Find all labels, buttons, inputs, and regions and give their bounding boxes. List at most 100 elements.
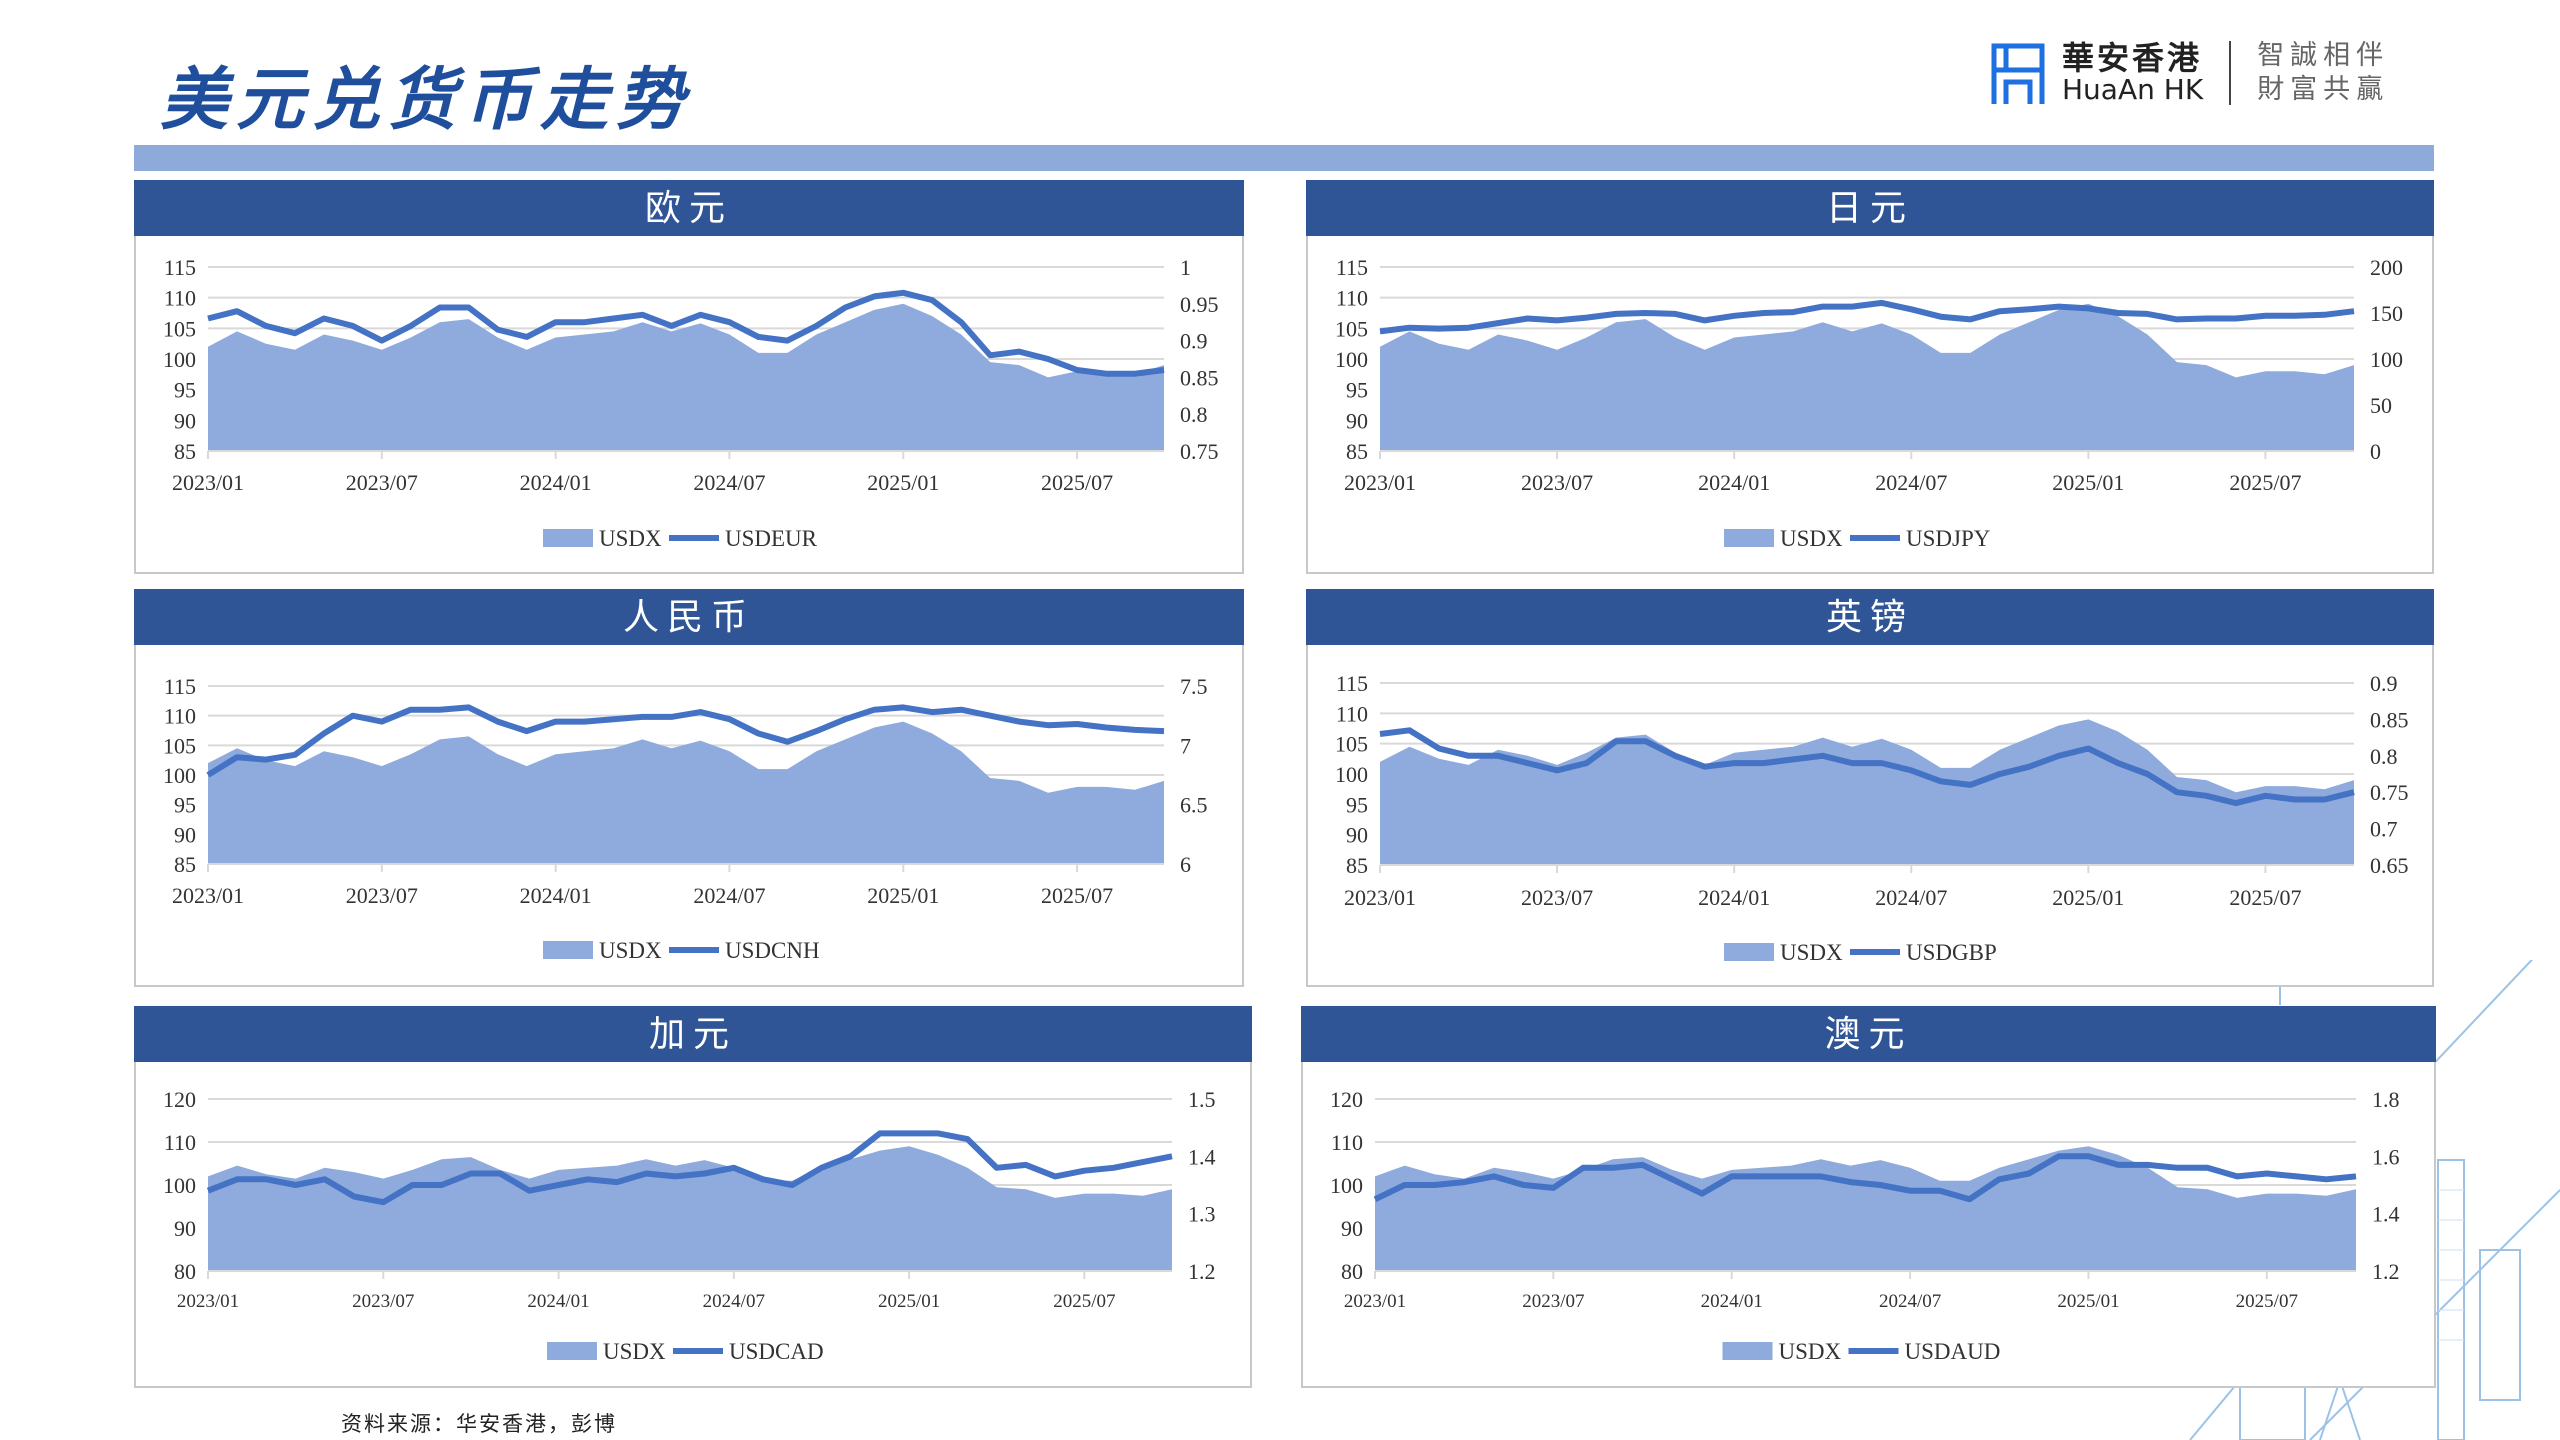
series-line-usdcnh bbox=[206, 704, 1165, 778]
x-axis-tick-label: 2023/07 bbox=[346, 883, 418, 908]
x-axis-tick-label: 2024/07 bbox=[693, 883, 765, 908]
panel-title: 人民币 bbox=[134, 589, 1244, 645]
left-axis-tick-label: 110 bbox=[1331, 1130, 1363, 1155]
source-note: 资料来源：华安香港，彭博 bbox=[341, 1412, 617, 1436]
logo-slogan-line1: 智誠相伴 bbox=[2257, 40, 2390, 72]
right-axis-tick-label: 1.3 bbox=[1188, 1202, 1216, 1227]
huaan-logo-icon bbox=[1991, 43, 2045, 104]
right-axis-tick-label: 100 bbox=[2370, 347, 2403, 372]
series-line-usdeur bbox=[207, 289, 1165, 377]
right-axis-tick-label: 1.4 bbox=[1188, 1144, 1216, 1169]
x-axis-tick-label: 2025/07 bbox=[1041, 470, 1113, 495]
left-axis-tick-label: 90 bbox=[174, 1216, 196, 1241]
right-axis-tick-label: 50 bbox=[2370, 393, 2392, 418]
right-axis-tick-label: 0.8 bbox=[1180, 402, 1208, 427]
left-axis-tick-label: 115 bbox=[1336, 255, 1368, 280]
chart-panel-aud: 澳元 80 90 100 110 120 1.2 1.4 1.6 1.8 2023/01 2023/… bbox=[1301, 1006, 2436, 1388]
right-axis-tick-label: 6 bbox=[1180, 852, 1191, 877]
left-axis-tick-label: 110 bbox=[1336, 701, 1368, 726]
title-accent-bar bbox=[134, 145, 2434, 171]
chart-svg: 85 90 95 100 105 110 115 0 50 100 150 200 2023/01 202… bbox=[1335, 255, 2403, 551]
left-axis-tick-label: 100 bbox=[163, 1173, 196, 1198]
x-axis-tick-label: 2023/07 bbox=[1521, 470, 1593, 495]
series-line-usdcad bbox=[206, 1130, 1173, 1206]
x-axis-tick-label: 2025/01 bbox=[878, 1291, 940, 1312]
left-axis-tick-label: 105 bbox=[1335, 316, 1368, 341]
left-axis-tick-label: 100 bbox=[1335, 347, 1368, 372]
series-area-usdx bbox=[1380, 303, 2354, 451]
chart-svg: 85 90 95 100 105 110 115 0.75 0.8 0.85 0.9 0.95 1 202… bbox=[163, 255, 1219, 551]
right-axis-tick-label: 7.5 bbox=[1180, 674, 1208, 699]
left-axis-tick-label: 110 bbox=[1336, 286, 1368, 311]
left-axis-tick-label: 95 bbox=[174, 378, 196, 403]
legend-swatch-area bbox=[543, 529, 593, 547]
x-axis-tick-label: 2025/01 bbox=[2052, 885, 2124, 910]
left-axis-tick-label: 105 bbox=[163, 733, 196, 758]
series-area-usdx bbox=[1375, 1146, 2356, 1271]
logo-divider bbox=[2229, 41, 2232, 105]
left-axis-tick-label: 110 bbox=[164, 286, 196, 311]
x-axis-tick-label: 2025/01 bbox=[2057, 1291, 2119, 1312]
legend-label: USDX bbox=[1780, 940, 1843, 965]
x-axis-tick-label: 2024/07 bbox=[693, 470, 765, 495]
chart-svg: 85 90 95 100 105 110 115 6 6.5 7 7.5 2023/01 2023/07… bbox=[163, 674, 1208, 963]
series-line-usdgbp bbox=[1379, 727, 2355, 807]
x-axis-tick-label: 2025/01 bbox=[867, 883, 939, 908]
x-axis-tick-label: 2023/01 bbox=[172, 470, 244, 495]
left-axis-tick-label: 90 bbox=[1346, 823, 1368, 848]
legend-label: USDX bbox=[599, 526, 662, 551]
panel-title: 日元 bbox=[1306, 180, 2434, 236]
left-axis-tick-label: 85 bbox=[1346, 853, 1368, 878]
right-axis-tick-label: 150 bbox=[2370, 301, 2403, 326]
left-axis-tick-label: 110 bbox=[164, 1130, 196, 1155]
chart-panel-cnh: 人民币 85 90 95 100 105 110 115 6 6.5 7 7.5 2023/01 202… bbox=[134, 589, 1244, 987]
company-logo: 華安香港 HuaAn HK 智誠相伴 財富共贏 bbox=[1990, 36, 2389, 110]
left-axis-tick-label: 100 bbox=[163, 763, 196, 788]
legend-label: USDCAD bbox=[729, 1339, 824, 1364]
left-axis-tick-label: 110 bbox=[164, 704, 196, 729]
legend-label: USDX bbox=[1779, 1339, 1842, 1364]
legend-label: USDCNH bbox=[725, 938, 820, 963]
x-axis-tick-label: 2023/01 bbox=[1344, 470, 1416, 495]
x-axis-tick-label: 2024/01 bbox=[520, 470, 592, 495]
legend-swatch-area bbox=[547, 1342, 597, 1360]
left-axis-tick-label: 95 bbox=[174, 793, 196, 818]
chart-svg: 85 90 95 100 105 110 115 0.65 0.7 0.75 0.8 0.85 0.9 2… bbox=[1335, 671, 2409, 965]
logo-name-en: HuaAn HK bbox=[2062, 73, 2204, 107]
legend-swatch-area bbox=[543, 941, 593, 959]
left-axis-tick-label: 100 bbox=[1335, 762, 1368, 787]
chart-legend: USDX USDAUD bbox=[1722, 1339, 2000, 1364]
right-axis-tick-label: 1.2 bbox=[2372, 1259, 2400, 1284]
legend-label: USDJPY bbox=[1906, 526, 1991, 551]
left-axis-tick-label: 85 bbox=[174, 852, 196, 877]
x-axis-tick-label: 2024/07 bbox=[1875, 885, 1947, 910]
chart-svg: 80 90 100 110 120 1.2 1.4 1.6 1.8 2023/01 2023/07 2… bbox=[1330, 1087, 2400, 1364]
x-axis-tick-label: 2023/01 bbox=[172, 883, 244, 908]
legend-label: USDGBP bbox=[1906, 940, 1997, 965]
x-axis-tick-label: 2023/07 bbox=[352, 1291, 414, 1312]
left-axis-tick-label: 90 bbox=[174, 408, 196, 433]
right-axis-tick-label: 0.85 bbox=[1180, 365, 1219, 390]
legend-swatch-area bbox=[1724, 529, 1774, 547]
x-axis-tick-label: 2024/01 bbox=[1698, 470, 1770, 495]
x-axis-tick-label: 2025/01 bbox=[867, 470, 939, 495]
page-title: 美元兑货币走势 bbox=[160, 60, 693, 140]
left-axis-tick-label: 115 bbox=[164, 255, 196, 280]
series-line-usdaud bbox=[1373, 1153, 2357, 1203]
left-axis-tick-label: 95 bbox=[1346, 378, 1368, 403]
right-axis-tick-label: 7 bbox=[1180, 733, 1191, 758]
right-axis-tick-label: 1.8 bbox=[2372, 1087, 2400, 1112]
right-axis-tick-label: 1 bbox=[1180, 255, 1191, 280]
series-area-usdx bbox=[208, 721, 1164, 864]
chart-panel-jpy: 日元 85 90 95 100 105 110 115 0 50 100 150 200 2023/01… bbox=[1306, 180, 2434, 574]
x-axis-tick-label: 2024/01 bbox=[520, 883, 592, 908]
right-axis-tick-label: 6.5 bbox=[1180, 793, 1208, 818]
x-axis-tick-label: 2024/07 bbox=[1879, 1291, 1941, 1312]
right-axis-tick-label: 200 bbox=[2370, 255, 2403, 280]
chart-legend: USDX USDJPY bbox=[1724, 526, 1991, 551]
legend-label: USDX bbox=[599, 938, 662, 963]
right-axis-tick-label: 1.5 bbox=[1188, 1087, 1216, 1112]
right-axis-tick-label: 0.75 bbox=[1180, 439, 1219, 464]
chart-legend: USDX USDCNH bbox=[543, 938, 820, 963]
x-axis-tick-label: 2023/01 bbox=[1344, 885, 1416, 910]
